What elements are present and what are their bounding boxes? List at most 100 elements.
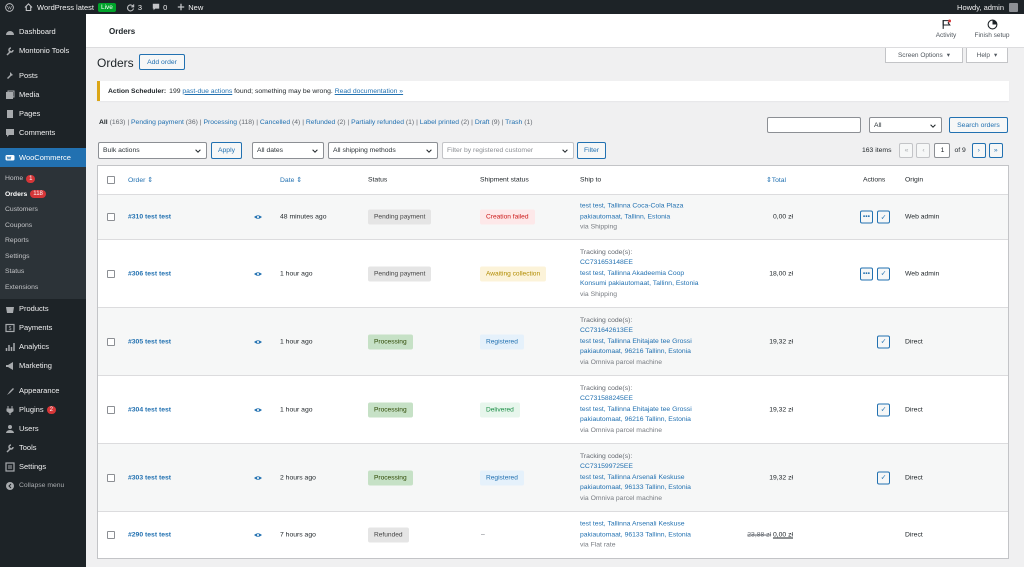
apply-button[interactable]: Apply: [211, 142, 242, 159]
shipping-methods-select[interactable]: All shipping methods: [328, 142, 438, 159]
menu-settings[interactable]: Settings: [0, 457, 86, 476]
preview-eye-icon[interactable]: [254, 214, 262, 220]
help-button[interactable]: Help ▾: [966, 48, 1008, 63]
ship-address-line[interactable]: pakiautomaat, 96133 Tallinn, Estonia: [580, 530, 691, 538]
ship-address-line[interactable]: test test, Tallinna Arsenali Keskuse: [580, 520, 685, 528]
finish-setup-button[interactable]: Finish setup: [970, 19, 1014, 39]
ship-address-line[interactable]: pakiautomaat, 96216 Tallinn, Estonia: [580, 347, 691, 355]
more-actions-button[interactable]: •••: [860, 267, 873, 280]
view-partially-refunded[interactable]: Partially refunded (1): [351, 119, 414, 126]
wordpress-logo-icon[interactable]: W: [0, 0, 19, 14]
customer-filter-select[interactable]: Filter by registered customer: [442, 142, 574, 159]
tracking-code-link[interactable]: CC731599725EE: [580, 462, 633, 470]
ship-address-line[interactable]: test test, Tallinna Ehitajate tee Grossi: [580, 405, 692, 413]
menu-products[interactable]: Products: [0, 299, 86, 318]
view-all[interactable]: All (163): [99, 119, 125, 126]
bulk-actions-select[interactable]: Bulk actions: [98, 142, 207, 159]
column-date[interactable]: Date ⇕: [280, 176, 302, 184]
view-cancelled[interactable]: Cancelled (4): [260, 119, 300, 126]
search-orders-button[interactable]: Search orders: [949, 117, 1008, 133]
menu-analytics[interactable]: Analytics: [0, 337, 86, 356]
row-checkbox[interactable]: [107, 213, 115, 221]
menu-dashboard[interactable]: Dashboard: [0, 22, 86, 41]
tracking-code-link[interactable]: CC731653148EE: [580, 258, 633, 266]
menu-users[interactable]: Users: [0, 419, 86, 438]
preview-eye-icon[interactable]: [254, 339, 262, 345]
table-row[interactable]: #306 test test 1 hour ago Pending paymen…: [98, 239, 1008, 307]
complete-action-button[interactable]: ✓: [877, 335, 890, 348]
tracking-code-link[interactable]: CC731642613EE: [580, 326, 633, 334]
view-trash[interactable]: Trash (1): [505, 119, 532, 126]
tracking-code-link[interactable]: CC731588245EE: [580, 394, 633, 402]
submenu-settings[interactable]: Settings: [0, 249, 86, 265]
submenu-home[interactable]: Home 1: [0, 171, 86, 187]
menu-payments[interactable]: $ Payments: [0, 318, 86, 337]
order-link[interactable]: #290 test test: [128, 531, 172, 539]
view-draft[interactable]: Draft (9): [475, 119, 500, 126]
ship-address-line[interactable]: pakiautomaat, 96216 Tallinn, Estonia: [580, 415, 691, 423]
select-all-checkbox[interactable]: [107, 176, 115, 184]
column-total[interactable]: ⇕Total: [766, 176, 786, 184]
site-name-link[interactable]: WordPress latest Live: [19, 0, 121, 14]
more-actions-button[interactable]: •••: [860, 210, 873, 224]
menu-comments[interactable]: Comments: [0, 123, 86, 142]
new-content-link[interactable]: New: [172, 0, 208, 14]
table-row[interactable]: #290 test test 7 hours ago Refunded – te…: [98, 511, 1008, 558]
ship-address-line[interactable]: test test, Tallinna Ehitajate tee Grossi: [580, 337, 692, 345]
complete-action-button[interactable]: ✓: [877, 267, 890, 280]
submenu-reports[interactable]: Reports: [0, 233, 86, 249]
read-documentation-link[interactable]: Read documentation »: [334, 87, 404, 95]
view-refunded[interactable]: Refunded (2): [306, 119, 346, 126]
row-checkbox[interactable]: [107, 531, 115, 539]
search-status-select[interactable]: All: [869, 117, 942, 133]
submenu-status[interactable]: Status: [0, 264, 86, 280]
view-label-printed[interactable]: Label printed (2): [420, 119, 470, 126]
submenu-coupons[interactable]: Coupons: [0, 218, 86, 234]
collapse-menu-button[interactable]: Collapse menu: [0, 476, 86, 495]
ship-address-line[interactable]: pakiautomaat, 96133 Tallinn, Estonia: [580, 483, 691, 491]
table-row[interactable]: #305 test test 1 hour ago Processing Reg…: [98, 307, 1008, 375]
view-processing[interactable]: Processing (118): [203, 119, 254, 126]
menu-media[interactable]: Media: [0, 85, 86, 104]
menu-woocommerce[interactable]: WooCommerce: [0, 148, 86, 167]
ship-address-line[interactable]: test test, Tallinna Akadeemia Coop: [580, 269, 685, 277]
column-order[interactable]: Order ⇕: [128, 176, 153, 184]
add-order-button[interactable]: Add order: [139, 54, 185, 70]
submenu-orders[interactable]: Orders 118: [0, 187, 86, 203]
order-link[interactable]: #305 test test: [128, 338, 172, 345]
menu-pages[interactable]: Pages: [0, 104, 86, 123]
ship-address-line[interactable]: test test, Tallinna Arsenali Keskuse: [580, 473, 685, 481]
menu-marketing[interactable]: Marketing: [0, 356, 86, 375]
my-account[interactable]: Howdy, admin: [957, 2, 1024, 12]
view-pending[interactable]: Pending payment (36): [131, 119, 198, 126]
ship-address-line[interactable]: test test, Tallinna Coca-Cola Plaza: [580, 202, 684, 210]
table-row[interactable]: #303 test test 2 hours ago Processing Re…: [98, 443, 1008, 511]
menu-posts[interactable]: Posts: [0, 66, 86, 85]
activity-button[interactable]: Activity: [924, 19, 968, 39]
ship-address-line[interactable]: pakiautomaat, Tallinn, Estonia: [580, 212, 671, 220]
filter-button[interactable]: Filter: [577, 142, 606, 159]
row-checkbox[interactable]: [107, 337, 115, 346]
first-page-button[interactable]: «: [899, 143, 914, 158]
search-input[interactable]: [767, 117, 861, 133]
last-page-button[interactable]: »: [988, 143, 1003, 158]
order-link[interactable]: #304 test test: [128, 406, 172, 413]
table-row[interactable]: #304 test test 1 hour ago Processing Del…: [98, 375, 1008, 443]
row-checkbox[interactable]: [107, 473, 115, 482]
row-checkbox[interactable]: [107, 269, 115, 278]
preview-eye-icon[interactable]: [254, 475, 262, 481]
updates-link[interactable]: 3: [121, 0, 147, 14]
menu-tools[interactable]: Tools: [0, 438, 86, 457]
next-page-button[interactable]: ›: [971, 143, 986, 158]
current-page-input[interactable]: 1: [934, 143, 951, 158]
complete-action-button[interactable]: ✓: [877, 403, 890, 416]
ship-address-line[interactable]: Konsumi pakiautomaat, Tallinn, Estonia: [580, 279, 699, 287]
menu-montonio-tools[interactable]: Montonio Tools: [0, 41, 86, 60]
comments-link[interactable]: 0: [147, 0, 172, 14]
complete-action-button[interactable]: ✓: [877, 210, 890, 224]
prev-page-button[interactable]: ‹: [916, 143, 931, 158]
order-link[interactable]: #306 test test: [128, 270, 172, 277]
screen-options-button[interactable]: Screen Options ▾: [885, 48, 963, 63]
row-checkbox[interactable]: [107, 405, 115, 414]
dates-select[interactable]: All dates: [252, 142, 324, 159]
